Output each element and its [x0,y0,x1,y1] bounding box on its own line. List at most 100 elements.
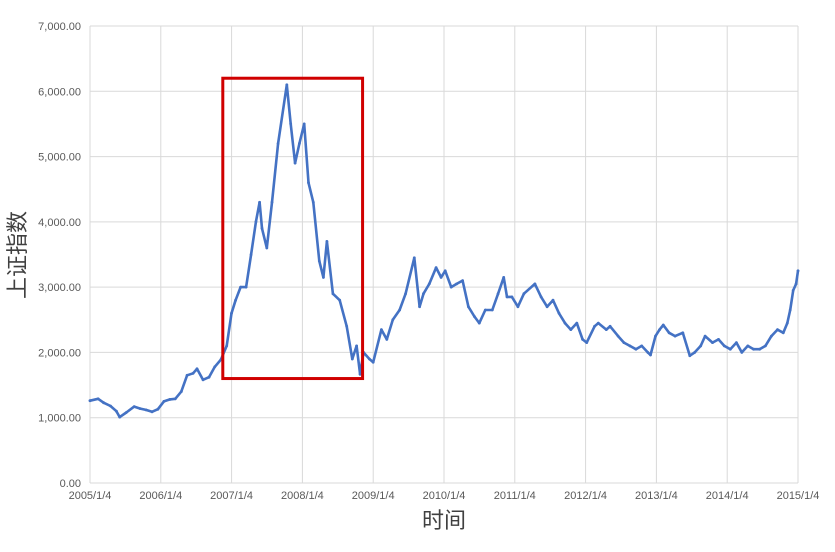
data-point [191,371,195,375]
data-point [646,351,650,354]
data-point [770,334,773,338]
data-point [796,269,800,273]
data-point [118,415,122,419]
x-tick-label: 2008/1/4 [281,490,324,502]
data-point [640,344,644,348]
data-point [270,200,274,204]
data-point [311,200,315,204]
data-point [276,142,280,145]
data-point [473,315,476,318]
data-point [649,353,652,357]
data-point [391,318,395,322]
data-point [533,282,537,286]
data-point [711,341,714,344]
data-point [162,400,166,403]
data-point [371,360,375,364]
data-point [661,323,665,327]
data-point [325,240,329,243]
data-point [658,328,661,331]
data-point [132,405,136,408]
data-point [422,292,425,296]
x-axis-ticks: 2005/1/4 2006/1/4 2007/1/4 2008/1/4 2009/1/4… [69,490,820,502]
data-point [96,397,100,401]
data-point [461,279,464,282]
data-point [735,341,738,344]
data-point [225,344,229,348]
data-point [213,365,217,369]
data-point [156,407,160,411]
data-point [265,246,269,250]
x-tick-label: 2012/1/4 [564,490,607,502]
data-point [439,276,443,279]
data-point [168,398,172,401]
data-point [654,334,657,338]
y-tick-label: 7,000.00 [38,21,81,33]
data-point [443,269,447,273]
data-point [703,334,707,338]
data-point [688,354,692,358]
data-point [616,334,620,338]
data-point [522,292,526,296]
highlight-box [221,76,365,381]
data-point [569,328,573,331]
data-point [244,285,248,289]
x-tick-label: 2014/1/4 [706,490,749,502]
data-point [302,122,306,126]
data-point [317,259,321,263]
data-point [699,344,703,348]
data-point [230,311,233,315]
series-layer [88,83,800,419]
y-axis-title: 上证指数 [6,211,31,299]
x-tick-label: 2006/1/4 [139,490,182,502]
data-point [254,220,258,224]
data-point [575,321,579,325]
y-tick-label: 6,000.00 [38,86,81,98]
x-tick-label: 2015/1/4 [777,490,820,502]
data-point [781,331,785,335]
data-point [596,321,600,325]
data-point [449,285,453,289]
data-point [539,295,543,299]
data-point [285,83,289,87]
data-point [207,375,211,379]
grid [89,25,799,484]
data-point [185,373,189,377]
data-point [722,344,726,348]
data-point [124,411,128,414]
data-point [505,295,509,299]
x-axis-title: 时间 [422,509,466,534]
data-point [398,308,401,312]
data-point [557,311,561,315]
data-point [412,256,416,260]
data-point [693,351,697,354]
data-point [483,308,487,312]
x-tick-label: 2007/1/4 [210,490,253,502]
data-point [355,344,358,348]
y-tick-label: 3,000.00 [38,282,81,294]
data-point [490,308,494,312]
data-point [510,295,514,299]
y-tick-label: 4,000.00 [38,217,81,229]
x-tick-label: 2005/1/4 [69,490,112,502]
data-point [404,292,407,296]
data-point [681,331,685,335]
data-point [585,341,589,344]
data-point [109,404,112,408]
data-point [195,367,199,371]
data-point [239,285,243,289]
data-point [350,357,354,361]
data-point [516,305,520,309]
data-point [293,161,297,165]
data-point [622,341,626,344]
y-tick-label: 1,000.00 [38,413,81,425]
data-point [581,338,584,341]
data-point [545,305,549,309]
data-point [502,276,506,279]
data-point [322,276,325,279]
data-point [604,328,608,331]
data-point [260,227,264,230]
data-point [717,338,720,341]
data-point [358,372,362,376]
data-point [201,378,205,382]
y-tick-label: 2,000.00 [38,347,81,359]
